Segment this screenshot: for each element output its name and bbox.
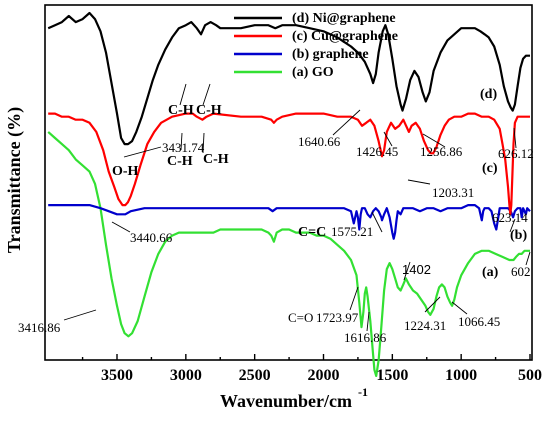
annotation-label: 1224.31 [404, 318, 446, 333]
series-tags: (d) (c) (b) (a) [480, 87, 527, 280]
annotations: O-H 3431.74 C-H C-H C-H C-H 1640.66 1426… [18, 103, 534, 345]
x-tick-label: 3500 [101, 367, 133, 384]
x-tick-label: 2000 [308, 367, 340, 384]
series-tag: (a) [482, 265, 499, 280]
annotation-label: 1640.66 [298, 134, 341, 149]
series-tag: (d) [480, 87, 497, 102]
annotation-label: C-H [196, 103, 222, 118]
legend-label: (d) Ni@graphene [292, 11, 396, 26]
annotation-label: 1575.21 [331, 224, 373, 239]
y-axis-title: Transmittance (%) [4, 107, 25, 253]
annotation-label: C=C [298, 225, 326, 240]
annotation-label: 1616.86 [344, 330, 387, 345]
series-line [48, 204, 531, 240]
annotation-label: C-H [168, 103, 194, 118]
legend: (d) Ni@graphene (c) Cu@graphene (b) graphe… [234, 11, 398, 80]
legend-label: (b) graphene [292, 47, 369, 62]
annotation-label: 3431.74 [162, 140, 205, 155]
x-axis-ticks: 3500 3000 2500 2000 1500 1000 500 [81, 354, 542, 384]
legend-label: (c) Cu@graphene [292, 29, 398, 44]
series-line [47, 131, 530, 377]
annotation-label: 623.14 [492, 210, 528, 225]
legend-label: (a) GO [292, 65, 334, 80]
annotation-label: 1426.45 [356, 144, 398, 159]
annotation-label: 626.12 [498, 146, 534, 161]
x-tick-label: 3000 [170, 367, 202, 384]
annotation-label: 1256.86 [420, 144, 463, 159]
annotation-label: 1723.97 [316, 310, 359, 325]
annotation-label: O-H [112, 164, 139, 179]
annotation-arrows [63, 83, 531, 332]
x-axis-title: Wavenumber/cm [220, 391, 352, 411]
annotation-label: 1203.31 [432, 185, 474, 200]
series-line [47, 11, 530, 146]
series-tag: (c) [482, 161, 498, 176]
spectra-group [47, 11, 531, 377]
x-tick-label: 2500 [239, 367, 271, 384]
annotation-label: 3416.86 [18, 320, 61, 335]
annotation-label: C=O [288, 310, 313, 325]
annotation-label: C-H [203, 152, 229, 167]
annotation-label: 1402 [402, 262, 431, 277]
x-axis-title-superscript: -1 [358, 385, 368, 399]
series-tag: (b) [510, 228, 527, 243]
annotation-label: C-H [167, 154, 193, 169]
annotation-label: 1066.45 [458, 314, 500, 329]
series-line [48, 112, 530, 216]
x-tick-label: 1500 [376, 367, 408, 384]
x-tick-label: 500 [518, 367, 542, 384]
annotation-label: 3440.66 [130, 230, 173, 245]
x-tick-label: 1000 [445, 367, 477, 384]
annotation-label: 602 [511, 264, 531, 279]
